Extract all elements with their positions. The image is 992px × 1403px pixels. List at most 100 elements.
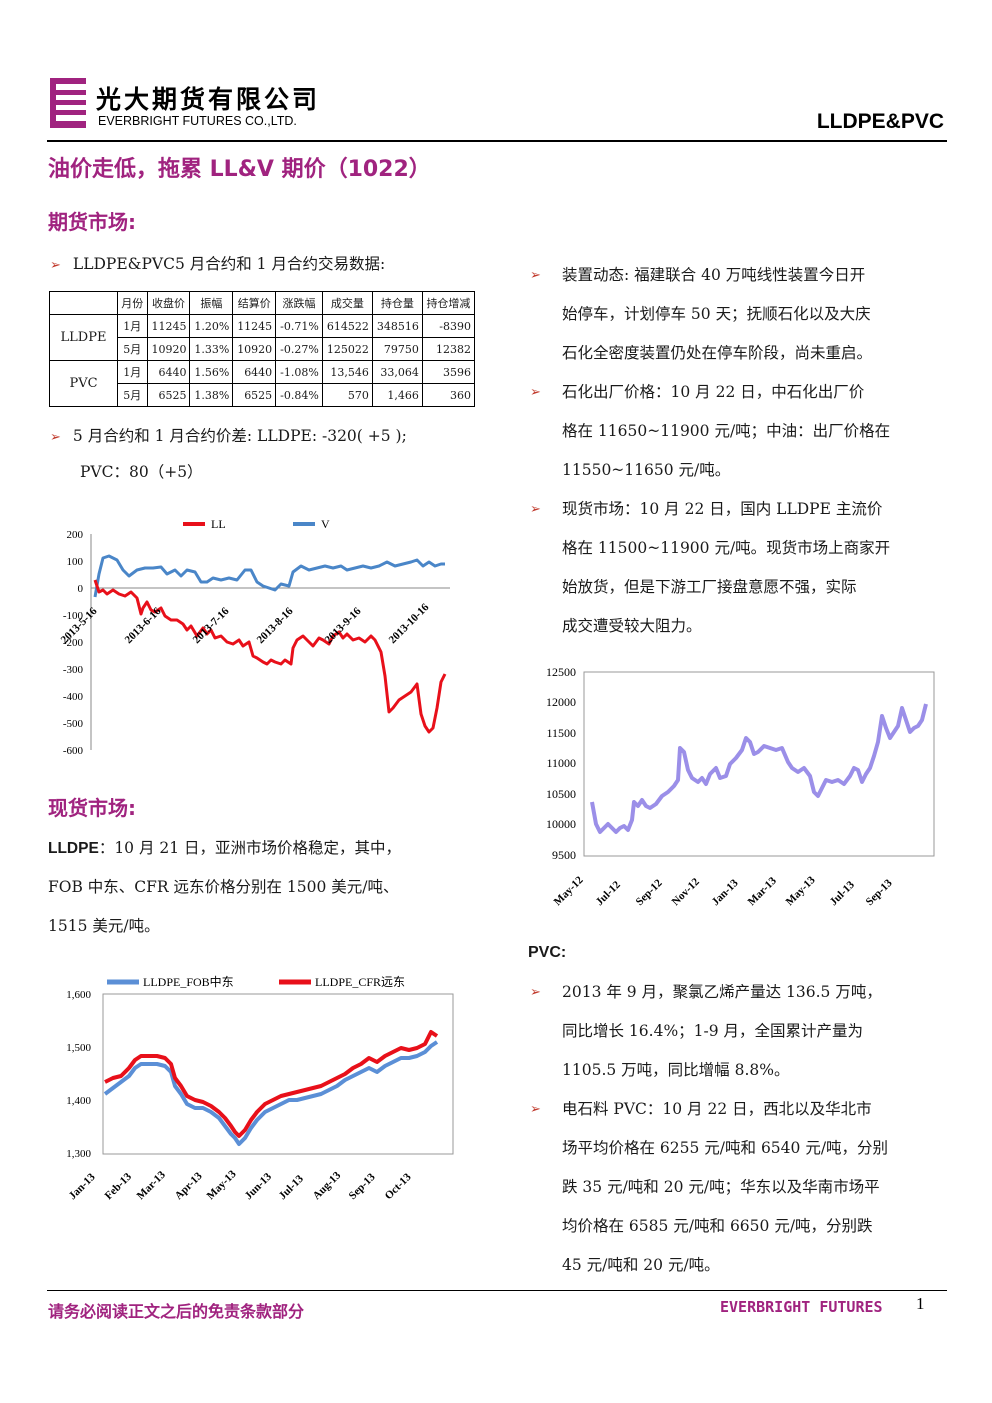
company-logo <box>50 78 86 128</box>
table-header-cell: 持仓增减 <box>421 291 476 315</box>
table-cell: 125022 <box>321 337 373 361</box>
table-cell: 5月 <box>117 383 148 407</box>
table-row: LLDPE 1月 11245 1.20% 11245 -0.71% 614522… <box>49 314 476 361</box>
x-tick-label: May-13 <box>205 1168 239 1202</box>
spot-section-title: 现货市场: <box>48 796 136 820</box>
table-cell: -0.84% <box>275 383 323 407</box>
y-tick-label: 9500 <box>552 848 576 862</box>
table-cell: 1.33% <box>189 337 234 361</box>
text-line: 同比增长 16.4%；1-9 月，全国累计产量为 <box>562 1022 864 1040</box>
fob-cfr-chart: LLDPE_FOB中东 LLDPE_CFR远东 1,600 1,500 1,40… <box>66 974 454 1203</box>
x-tick-label: Sep-13 <box>864 877 895 908</box>
table-cell: -0.27% <box>275 337 323 361</box>
table-header-cell <box>49 291 118 315</box>
pvc-label: PVC: <box>528 944 567 961</box>
text-line: 石化全密度装置仍处在停车阶段，尚未重启。 <box>562 344 873 362</box>
x-tick-label: Jun-13 <box>243 1170 275 1202</box>
table-cell: 10920 <box>146 337 191 361</box>
footer-brand: EVERBRIGHT FUTURES <box>720 1298 883 1316</box>
legend-label-v: V <box>321 517 330 531</box>
company-name-en: EVERBRIGHT FUTURES CO.,LTD. <box>98 114 297 128</box>
table-cell: 1.56% <box>189 360 234 384</box>
bullet-carbide-pvc: ➢ 电石料 PVC：10 月 22 日，西北以及华北市 场平均价格在 6255 … <box>526 1090 944 1285</box>
x-tick-label: Sep-12 <box>634 877 665 908</box>
table-cell: 348516 <box>371 314 423 338</box>
legend-label-cfr: LLDPE_CFR远东 <box>315 975 405 989</box>
table-cell: 1.38% <box>189 383 234 407</box>
text-line: 电石料 PVC：10 月 22 日，西北以及华北市 <box>562 1100 872 1118</box>
y-tick-label: 1,500 <box>66 1042 91 1054</box>
table-cell: 360 <box>421 383 476 407</box>
text-line: 1105.5 万吨，同比增幅 8.8%。 <box>562 1061 790 1079</box>
y-tick-label: -600 <box>63 745 84 757</box>
table-cell: 6440 <box>146 360 191 384</box>
table-header-cell: 月份 <box>117 291 148 315</box>
spot-lldpe-paragraph: LLDPE：10 月 21 日，亚洲市场价格稳定，其中， FOB 中东、CFR … <box>48 829 466 946</box>
series-line-lldpe-price <box>590 703 928 834</box>
y-tick-label: -400 <box>63 691 84 703</box>
spot-line-2: FOB 中东、CFR 远东价格分别在 1500 美元/吨、 <box>48 878 399 896</box>
x-tick-label: Oct-13 <box>383 1171 414 1202</box>
bullet-arrow-icon: ➢ <box>530 502 541 517</box>
bullet-arrow-icon: ➢ <box>530 268 541 283</box>
table-header-cell: 持仓量 <box>371 291 423 315</box>
x-tick-label: Apr-13 <box>173 1170 205 1202</box>
legend-label-ll: LL <box>211 517 226 531</box>
bullet-device-status: ➢ 装置动态: 福建联合 40 万吨线性装置今日开 始停车，计划停车 50 天；… <box>526 256 944 373</box>
text-line: 始放货，但是下游工厂接盘意愿不强，实际 <box>562 578 857 596</box>
page-number: 1 <box>916 1294 925 1313</box>
legend-label-fob: LLDPE_FOB中东 <box>143 974 234 989</box>
table-header-cell: 振幅 <box>189 291 234 315</box>
x-tick-label: Jul-13 <box>277 1173 307 1203</box>
trade-data-table: 月份 收盘价 振幅 结算价 涨跌幅 成交量 持仓量 持仓增减 LLDPE 1月 … <box>49 291 476 407</box>
text-line: 45 元/吨和 20 元/吨。 <box>562 1256 720 1274</box>
bullet-pvc-production: ➢ 2013 年 9 月，聚氯乙烯产量达 136.5 万吨， 同比增长 16.4… <box>526 973 944 1090</box>
header-divider <box>47 140 947 142</box>
right-column-pvc: ➢ 2013 年 9 月，聚氯乙烯产量达 136.5 万吨， 同比增长 16.4… <box>526 973 944 1285</box>
table-cell: 11245 <box>232 314 277 338</box>
x-tick-label: Mar-13 <box>746 875 780 909</box>
text-line: 跌 35 元/吨和 20 元/吨；华东以及华南市场平 <box>562 1178 880 1196</box>
text-line: 现货市场：10 月 22 日，国内 LLDPE 主流价 <box>562 500 883 518</box>
table-cell: 13,546 <box>321 360 373 384</box>
y-tick-label: 1,400 <box>66 1095 91 1107</box>
y-tick-label: 10500 <box>546 787 576 801</box>
table-cell: 10920 <box>232 337 277 361</box>
y-tick-label: 200 <box>67 529 84 541</box>
table-cell: 570 <box>321 383 373 407</box>
right-column-top: ➢ 装置动态: 福建联合 40 万吨线性装置今日开 始停车，计划停车 50 天；… <box>526 256 944 646</box>
futures-intro: ➢ LLDPE&PVC5 月合约和 1 月合约交易数据: <box>50 245 385 285</box>
x-tick-label: Nov-12 <box>670 876 703 909</box>
table-cell: -8390 <box>421 314 476 338</box>
y-tick-label: 1,300 <box>66 1148 91 1160</box>
text-line: 均价格在 6585 元/吨和 6650 元/吨，分别跌 <box>562 1217 873 1235</box>
x-tick-label: Feb-13 <box>103 1170 135 1202</box>
y-tick-label: 11500 <box>546 726 576 740</box>
table-cell: -1.08% <box>275 360 323 384</box>
footer-divider <box>47 1290 947 1291</box>
text-line: 石化出厂价格：10 月 22 日，中石化出厂价 <box>562 383 865 401</box>
x-tick-label: Mar-13 <box>135 1169 169 1203</box>
futures-intro-text: LLDPE&PVC5 月合约和 1 月合约交易数据: <box>72 255 386 273</box>
text-line: 2013 年 9 月，聚氯乙烯产量达 136.5 万吨， <box>562 983 882 1001</box>
spread-y-axis: 200 100 0 -100 -200 -300 -400 -500 -600 <box>63 529 84 757</box>
text-line: 装置动态: 福建联合 40 万吨线性装置今日开 <box>562 266 866 284</box>
spread-chart: LL V 200 100 0 -100 -200 -300 -400 -500 … <box>59 517 450 757</box>
lldpe-price-chart: 12500 12000 11500 11000 10500 10000 9500… <box>546 665 935 909</box>
company-name-cn: 光大期货有限公司 <box>96 85 321 114</box>
fob-y-axis: 1,600 1,500 1,400 1,300 <box>66 989 91 1160</box>
bullet-arrow-icon: ➢ <box>530 985 541 1000</box>
table-cell: 1月 <box>117 360 148 384</box>
y-tick-label: 12000 <box>546 695 576 709</box>
table-cell: 6440 <box>232 360 277 384</box>
spot-line-3: 1515 美元/吨。 <box>48 917 160 935</box>
y-tick-label: 10000 <box>546 817 576 831</box>
spot-line-1: LLDPE：10 月 21 日，亚洲市场价格稳定，其中， <box>48 829 466 868</box>
y-tick-label: -300 <box>63 664 84 676</box>
document-title: 油价走低，拖累 LL&V 期价（1022） <box>48 157 431 182</box>
table-cell: 79750 <box>371 337 423 361</box>
table-cell: 1.20% <box>189 314 234 338</box>
text-line: 格在 11650~11900 元/吨；中油：出厂价格在 <box>562 422 891 440</box>
table-cell: 6525 <box>232 383 277 407</box>
x-tick-label: Jul-13 <box>828 879 858 909</box>
